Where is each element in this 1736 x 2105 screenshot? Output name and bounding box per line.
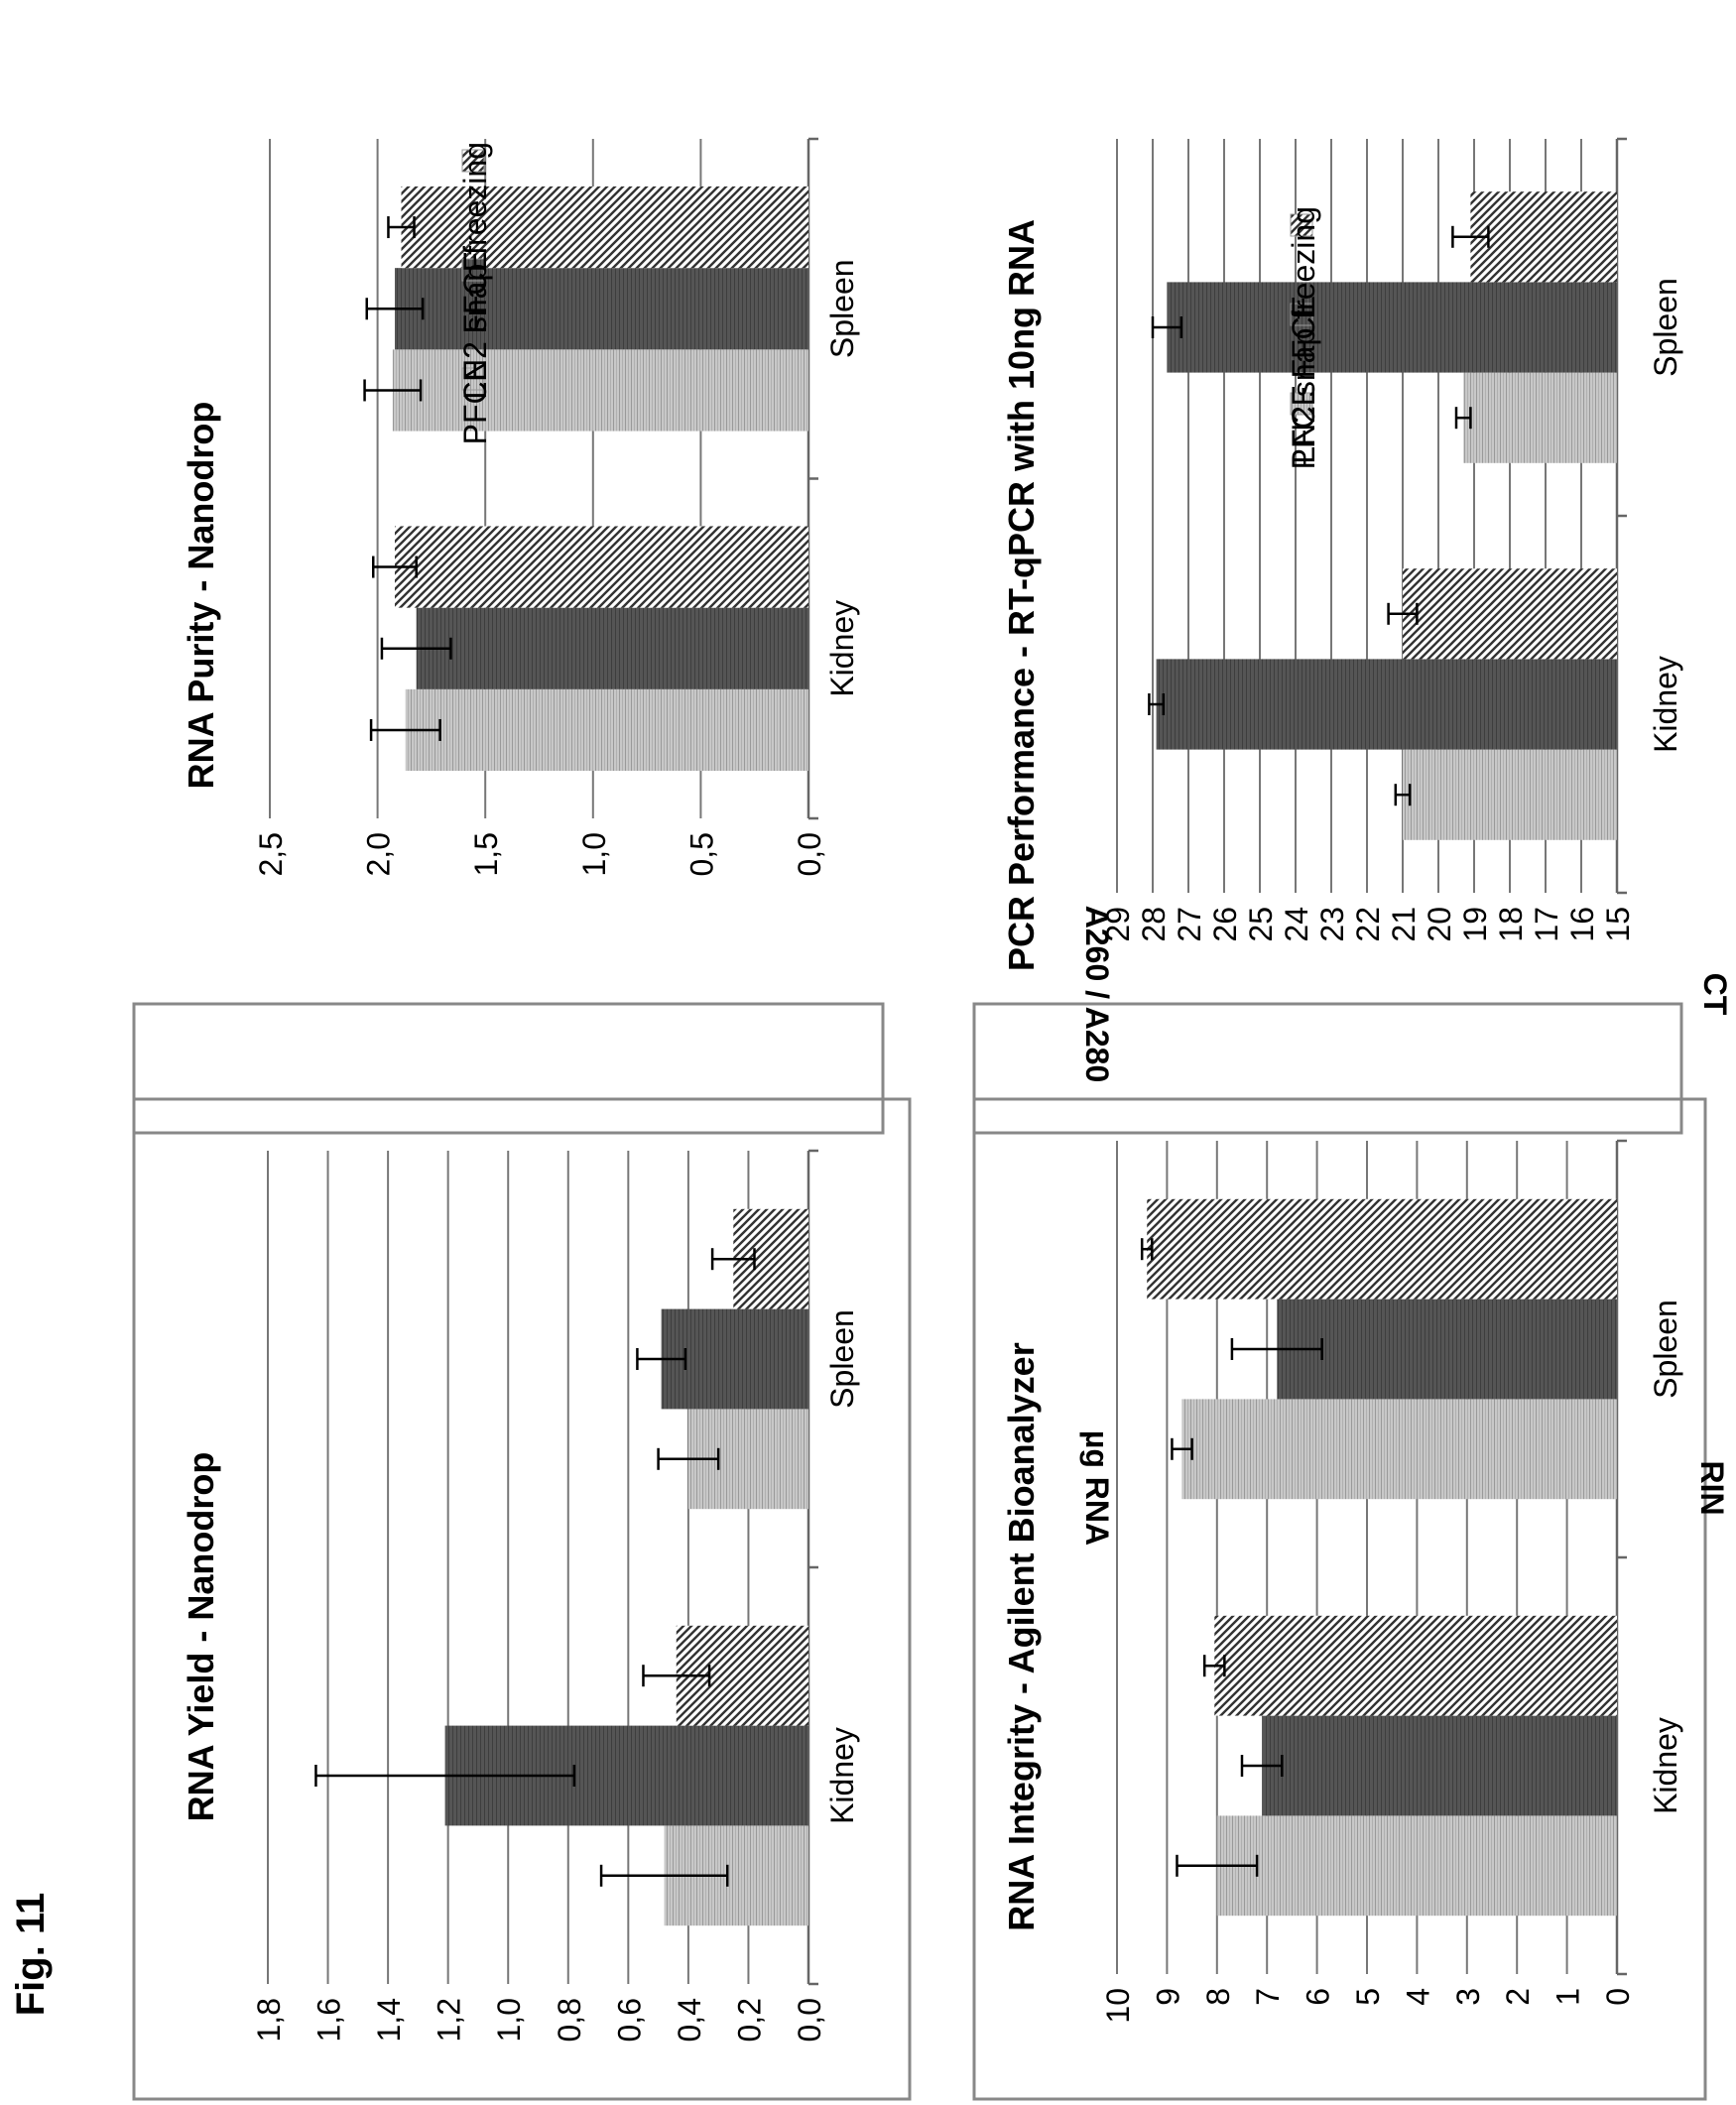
tick-label: 9 — [1150, 1988, 1185, 2006]
tick-label: 24 — [1279, 907, 1314, 942]
chart-frame — [972, 1002, 1683, 1135]
axis-label: RIN — [1694, 1460, 1730, 1515]
tick-label: 22 — [1350, 907, 1386, 942]
legend-label-ffce: FFCE — [1286, 296, 1321, 379]
category-label: Spleen — [1648, 1300, 1683, 1399]
tick-label: 7 — [1250, 1988, 1286, 2006]
category-label: Kidney — [824, 1727, 860, 1824]
tick-label: 2,5 — [253, 832, 289, 876]
tick-label: 5 — [1350, 1988, 1386, 2006]
axis-label: µg RNA — [1079, 1430, 1115, 1546]
tick-label: 25 — [1243, 907, 1279, 942]
tick-label: 18 — [1493, 907, 1529, 942]
tick-label: 3 — [1450, 1988, 1486, 2006]
bar-pfce-spleen — [1463, 372, 1617, 463]
bar-ln2-snap-freezing-spleen — [401, 186, 808, 269]
chart-title: RNA Yield - Nanodrop — [181, 1452, 221, 1822]
tick-label: 0,2 — [731, 1998, 767, 2042]
tick-label: 27 — [1172, 907, 1207, 942]
tick-label: 1,0 — [576, 832, 612, 876]
tick-label: 17 — [1529, 907, 1564, 942]
bar-ln2-snap-freezing-kidney — [1214, 1615, 1617, 1716]
tick-label: 23 — [1314, 907, 1350, 942]
chart-frame — [132, 1002, 885, 1135]
bar-ln2-snap-freezing-kidney — [1403, 568, 1617, 660]
legend-label-pfce: PFCE — [1286, 385, 1321, 469]
tick-label: 19 — [1457, 907, 1493, 942]
bar-pfce-kidney — [405, 688, 808, 772]
tick-label: 1,6 — [311, 1998, 347, 2042]
legend-label-ln2-snap-freezing: LN2 snap freezing — [1286, 206, 1321, 464]
tick-label: 1,2 — [432, 1998, 467, 2042]
chart-frame — [972, 1097, 1707, 2101]
tick-label: 15 — [1600, 907, 1636, 942]
tick-label: 16 — [1564, 907, 1600, 942]
bar-ffce-spleen — [1277, 1299, 1617, 1400]
bar-pfce-kidney — [1403, 749, 1617, 840]
bar-ln2-snap-freezing-spleen — [1470, 191, 1617, 283]
tick-label: 28 — [1136, 907, 1172, 942]
chart-panel-rna-yield: 0,0 0,2 0,4 0,6 0,8 1,0 1,2 1,4 1,6 1,8 Kidney Sple… — [132, 1097, 1115, 2101]
tick-label: 26 — [1207, 907, 1243, 942]
tick-label: 4 — [1400, 1988, 1435, 2006]
tick-label: 0,0 — [792, 1998, 827, 2042]
category-label: Kidney — [1648, 1717, 1683, 1814]
figure-label: Fig. 11 — [9, 1893, 53, 2017]
legend-label-pfce: PFCE — [457, 360, 493, 444]
category-label: Spleen — [824, 259, 860, 358]
tick-label: 21 — [1386, 907, 1422, 942]
legend-swatch-ln2-snap-freezing — [1290, 213, 1313, 237]
bar-ffce-kidney — [1156, 659, 1617, 750]
chart-title: RNA Integrity - Agilent Bioanalyzer — [1001, 1342, 1042, 1930]
legend-swatch-pfce — [461, 367, 485, 391]
tick-label: 2,0 — [361, 832, 397, 876]
tick-label: 10 — [1100, 1988, 1136, 2024]
tick-label: 1,0 — [491, 1998, 527, 2042]
tick-label: 0,8 — [552, 1998, 587, 2042]
tick-label: 29 — [1100, 907, 1136, 942]
tick-label: 2 — [1500, 1988, 1536, 2006]
chart-title: RNA Purity - Nanodrop — [181, 402, 221, 790]
chart-title: PCR Performance - RT-qPCR with 10ng RNA — [1001, 219, 1042, 971]
bar-pfce-spleen — [392, 349, 808, 432]
bar-pfce-spleen — [1181, 1399, 1617, 1500]
axis-label: A260 / A280 — [1079, 906, 1115, 1082]
legend-swatch-ln2-snap-freezing — [461, 149, 485, 173]
tick-label: 6 — [1301, 1988, 1336, 2006]
category-label: Spleen — [1648, 278, 1683, 377]
chart-frame — [132, 1097, 912, 2101]
tick-label: 8 — [1200, 1988, 1236, 2006]
tick-label: 0,5 — [683, 832, 719, 876]
tick-label: 0 — [1600, 1988, 1636, 2006]
tick-label: 0,0 — [792, 832, 827, 876]
tick-label: 20 — [1422, 907, 1457, 942]
bar-ffce-kidney — [416, 607, 808, 689]
legend-label-ln2-snap-freezing: LN2 snap freezing — [457, 142, 493, 400]
tick-label: 1,5 — [468, 832, 504, 876]
chart-panel-rna-purity: 0,0 0,5 1,0 1,5 2,0 2,5 Kidney Spleen RNA Purity… — [132, 137, 1115, 1135]
category-label: Spleen — [824, 1309, 860, 1409]
tick-label: 1 — [1550, 1988, 1586, 2006]
bar-pfce-kidney — [1216, 1815, 1617, 1917]
bar-ffce-kidney — [1262, 1715, 1617, 1816]
tick-label: 1,8 — [251, 1998, 287, 2042]
legend-swatch-ffce — [461, 258, 485, 282]
category-label: Kidney — [824, 600, 860, 697]
bar-ffce-spleen — [394, 268, 808, 350]
legend-swatch-pfce — [1290, 392, 1313, 416]
axis-label: CT — [1697, 973, 1733, 1016]
bar-ffce-spleen — [1167, 282, 1617, 373]
legend-swatch-ffce — [1290, 303, 1313, 326]
tick-label: 1,4 — [371, 1998, 407, 2042]
category-label: Kidney — [1648, 656, 1683, 753]
tick-label: 0,6 — [611, 1998, 647, 2042]
bar-ln2-snap-freezing-kidney — [394, 526, 808, 608]
tick-label: 0,4 — [672, 1998, 707, 2042]
legend-label-ffce: FFCE — [457, 251, 493, 334]
bar-ln2-snap-freezing-spleen — [1147, 1198, 1617, 1300]
